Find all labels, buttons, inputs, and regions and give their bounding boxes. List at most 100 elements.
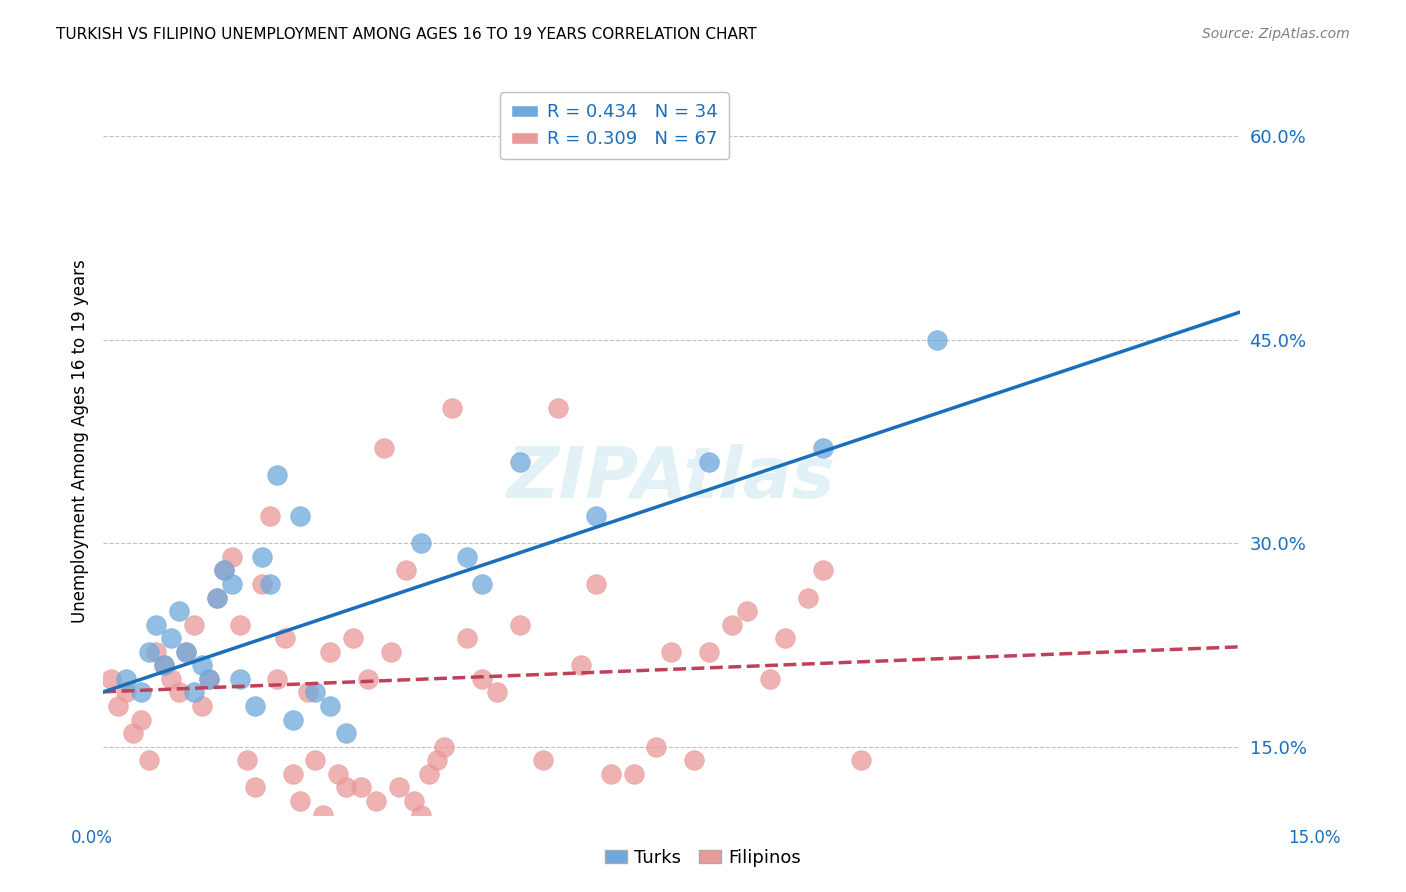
Point bbox=[100, 672, 122, 686]
Point bbox=[274, 631, 297, 645]
Point bbox=[373, 442, 395, 456]
Point bbox=[585, 577, 607, 591]
Point bbox=[773, 631, 796, 645]
Point bbox=[849, 753, 872, 767]
Text: ZIPAtlas: ZIPAtlas bbox=[508, 444, 835, 513]
Point bbox=[129, 713, 152, 727]
Point bbox=[122, 726, 145, 740]
Point bbox=[350, 780, 373, 795]
Point bbox=[486, 685, 509, 699]
Point bbox=[411, 536, 433, 550]
Point bbox=[925, 333, 948, 347]
Point bbox=[645, 739, 668, 754]
Point bbox=[357, 835, 380, 849]
Point bbox=[623, 767, 645, 781]
Text: 0.0%: 0.0% bbox=[70, 829, 112, 847]
Point bbox=[811, 563, 834, 577]
Point bbox=[395, 563, 418, 577]
Point bbox=[145, 617, 167, 632]
Point bbox=[138, 753, 160, 767]
Point bbox=[205, 591, 228, 605]
Point bbox=[107, 699, 129, 714]
Point bbox=[138, 645, 160, 659]
Point bbox=[183, 617, 205, 632]
Point bbox=[252, 577, 274, 591]
Point bbox=[433, 739, 456, 754]
Point bbox=[176, 645, 198, 659]
Point bbox=[259, 577, 281, 591]
Point bbox=[319, 645, 342, 659]
Point bbox=[471, 577, 494, 591]
Point bbox=[183, 685, 205, 699]
Point bbox=[214, 563, 236, 577]
Text: 15.0%: 15.0% bbox=[1288, 829, 1341, 847]
Point bbox=[129, 685, 152, 699]
Point bbox=[811, 442, 834, 456]
Point bbox=[115, 685, 138, 699]
Point bbox=[288, 509, 311, 524]
Point bbox=[735, 604, 758, 618]
Point bbox=[297, 685, 319, 699]
Point bbox=[699, 455, 721, 469]
Point bbox=[699, 645, 721, 659]
Point bbox=[167, 604, 190, 618]
Point bbox=[402, 794, 425, 808]
Legend: R = 0.434   N = 34, R = 0.309   N = 67: R = 0.434 N = 34, R = 0.309 N = 67 bbox=[501, 93, 728, 159]
Point bbox=[259, 509, 281, 524]
Text: Source: ZipAtlas.com: Source: ZipAtlas.com bbox=[1202, 27, 1350, 41]
Point bbox=[167, 685, 190, 699]
Point bbox=[380, 645, 402, 659]
Point bbox=[160, 631, 183, 645]
Point bbox=[531, 753, 554, 767]
Point bbox=[456, 549, 478, 564]
Point bbox=[152, 658, 174, 673]
Point bbox=[661, 645, 683, 659]
Point bbox=[759, 672, 782, 686]
Point bbox=[319, 699, 342, 714]
Point bbox=[418, 767, 440, 781]
Point bbox=[176, 645, 198, 659]
Text: TURKISH VS FILIPINO UNEMPLOYMENT AMONG AGES 16 TO 19 YEARS CORRELATION CHART: TURKISH VS FILIPINO UNEMPLOYMENT AMONG A… bbox=[56, 27, 756, 42]
Point bbox=[281, 767, 304, 781]
Point bbox=[236, 753, 259, 767]
Point bbox=[335, 726, 357, 740]
Point bbox=[395, 835, 418, 849]
Point bbox=[425, 753, 447, 767]
Point bbox=[190, 699, 212, 714]
Point bbox=[228, 617, 250, 632]
Point bbox=[198, 672, 221, 686]
Point bbox=[388, 780, 411, 795]
Point bbox=[281, 713, 304, 727]
Point bbox=[288, 794, 311, 808]
Point bbox=[228, 672, 250, 686]
Point bbox=[456, 631, 478, 645]
Point bbox=[221, 577, 243, 591]
Point bbox=[190, 658, 212, 673]
Point bbox=[509, 455, 531, 469]
Point bbox=[160, 672, 183, 686]
Point bbox=[721, 617, 744, 632]
Point bbox=[797, 591, 820, 605]
Point bbox=[342, 631, 364, 645]
Point bbox=[214, 563, 236, 577]
Point bbox=[440, 401, 463, 415]
Point bbox=[243, 780, 266, 795]
Point bbox=[364, 794, 387, 808]
Point bbox=[471, 672, 494, 686]
Point bbox=[152, 658, 174, 673]
Point bbox=[266, 672, 288, 686]
Point bbox=[509, 617, 531, 632]
Y-axis label: Unemployment Among Ages 16 to 19 years: Unemployment Among Ages 16 to 19 years bbox=[72, 260, 89, 624]
Point bbox=[357, 672, 380, 686]
Point bbox=[312, 807, 335, 822]
Point bbox=[145, 645, 167, 659]
Point bbox=[266, 468, 288, 483]
Point bbox=[304, 753, 326, 767]
Point bbox=[304, 685, 326, 699]
Point bbox=[547, 401, 569, 415]
Point bbox=[569, 658, 592, 673]
Point bbox=[198, 672, 221, 686]
Point bbox=[585, 509, 607, 524]
Point bbox=[243, 699, 266, 714]
Point bbox=[115, 672, 138, 686]
